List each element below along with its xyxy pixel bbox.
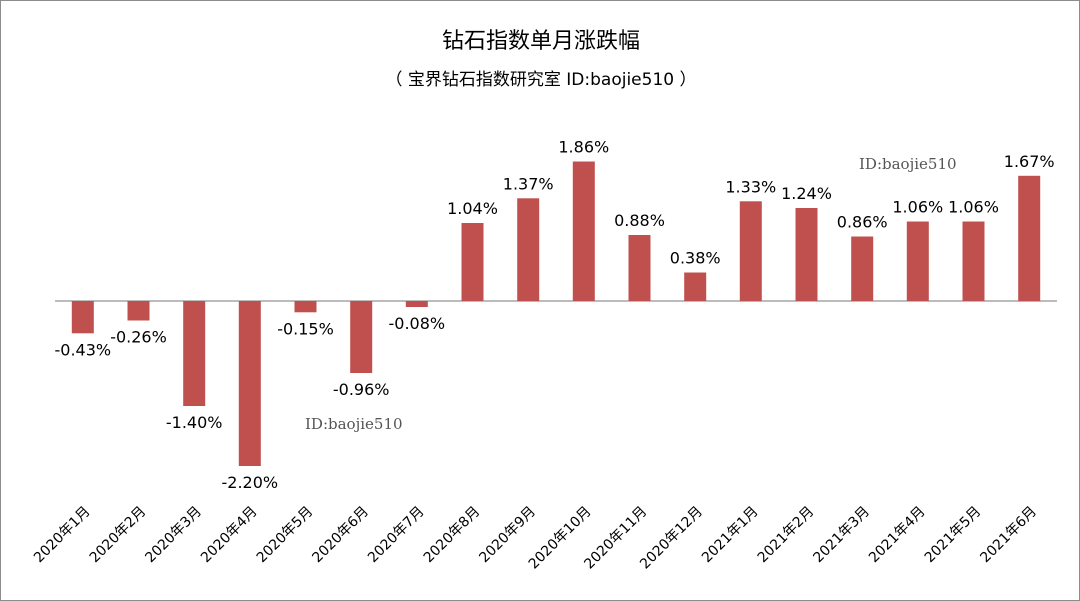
bar bbox=[238, 301, 261, 466]
x-tick-label: 2021年4月 bbox=[866, 504, 929, 567]
data-label: 1.06% bbox=[948, 198, 999, 217]
bar bbox=[1018, 175, 1041, 302]
data-label: -1.40% bbox=[166, 413, 223, 432]
bar bbox=[795, 208, 818, 301]
data-label: 1.37% bbox=[503, 174, 554, 193]
bar bbox=[294, 301, 317, 313]
chart-subtitle: （ 宝界钻石指数研究室 ID:baojie510 ） bbox=[385, 70, 697, 90]
x-tick-label: 2021年2月 bbox=[755, 504, 818, 567]
watermark-text: ID:baojie510 bbox=[305, 415, 403, 433]
bar bbox=[906, 221, 929, 301]
data-label: 1.67% bbox=[1004, 152, 1055, 171]
x-tick-label: 2021年1月 bbox=[699, 504, 762, 567]
x-tick-label: 2020年6月 bbox=[309, 504, 372, 567]
data-label: -0.43% bbox=[54, 340, 111, 359]
data-label: -0.26% bbox=[110, 328, 167, 347]
x-tick-label: 2020年5月 bbox=[254, 504, 317, 567]
x-tick-label: 2020年8月 bbox=[421, 504, 484, 567]
watermark-text: ID:baojie510 bbox=[859, 155, 957, 173]
data-label: 0.88% bbox=[614, 211, 665, 230]
x-tick-label: 2021年3月 bbox=[810, 504, 873, 567]
bar bbox=[628, 235, 651, 301]
bar bbox=[183, 301, 206, 406]
x-tick-label: 2021年5月 bbox=[922, 504, 985, 567]
bar bbox=[127, 301, 150, 321]
bar bbox=[350, 301, 373, 373]
bar bbox=[851, 236, 874, 301]
data-label: 1.04% bbox=[447, 199, 498, 218]
data-label: -0.15% bbox=[277, 319, 334, 338]
data-label: -2.20% bbox=[221, 473, 278, 492]
data-label: 1.06% bbox=[892, 198, 943, 217]
data-label: 1.33% bbox=[725, 177, 776, 196]
data-label: -0.96% bbox=[333, 380, 390, 399]
bar bbox=[739, 201, 762, 302]
x-tick-label: 2020年2月 bbox=[87, 504, 150, 567]
data-label: 0.86% bbox=[837, 213, 888, 232]
x-tick-label: 2021年6月 bbox=[977, 504, 1040, 567]
bar bbox=[461, 223, 484, 301]
x-tick-label: 2020年7月 bbox=[365, 504, 428, 567]
bar bbox=[71, 301, 94, 334]
chart-title: 钻石指数单月涨跌幅 bbox=[441, 29, 640, 54]
x-tick-label: 2020年3月 bbox=[142, 504, 205, 567]
data-label: 0.38% bbox=[670, 249, 721, 268]
bar bbox=[572, 161, 595, 301]
bar bbox=[517, 198, 540, 302]
x-tick-label: 2020年1月 bbox=[31, 504, 94, 567]
x-tick-label: 2020年4月 bbox=[198, 504, 261, 567]
data-label: 1.86% bbox=[558, 138, 609, 157]
bar bbox=[405, 301, 428, 307]
data-label: -0.08% bbox=[388, 314, 445, 333]
bar bbox=[684, 272, 707, 301]
data-label: 1.24% bbox=[781, 184, 832, 203]
bar bbox=[962, 221, 985, 301]
